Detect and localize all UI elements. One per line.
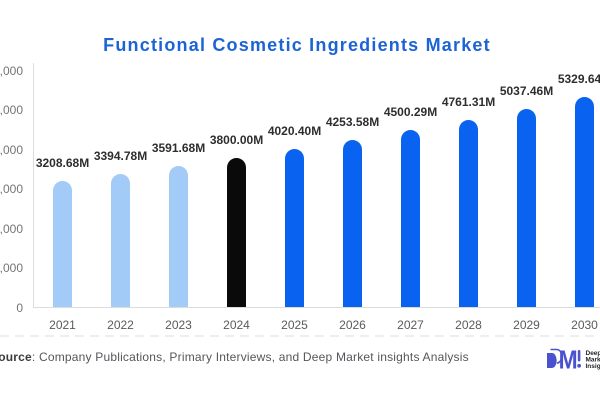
svg-text:Insights: Insights	[586, 363, 600, 370]
svg-text:Deep: Deep	[586, 350, 600, 357]
svg-text:M: M	[559, 346, 578, 374]
svg-text:Market: Market	[586, 357, 600, 364]
